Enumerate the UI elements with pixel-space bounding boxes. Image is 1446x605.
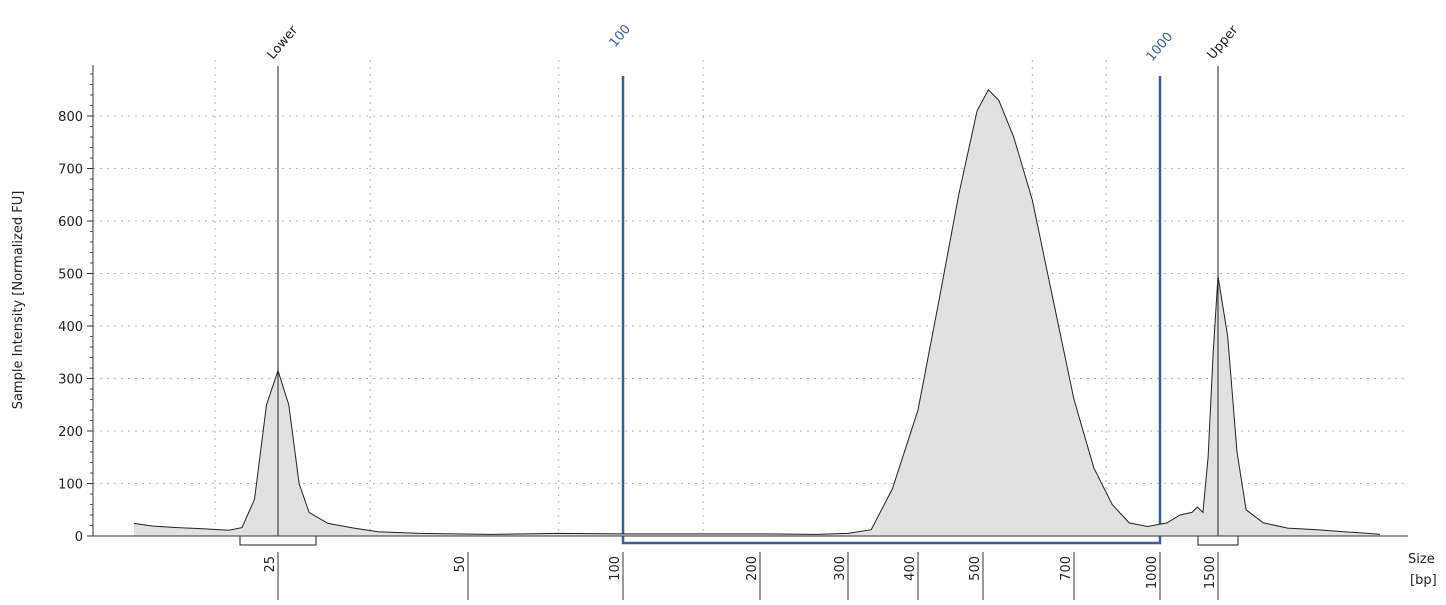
marker-box: [240, 536, 316, 545]
region-end-label: 1000: [1144, 30, 1177, 65]
y-tick-label: 800: [58, 110, 83, 125]
x-axis-unit: [bp]: [1410, 573, 1437, 588]
y-tick-label: 300: [58, 373, 83, 388]
x-tick-label: 700: [1059, 556, 1074, 581]
region-start-label: 100: [607, 22, 634, 51]
x-tick-label: 200: [745, 556, 760, 581]
x-tick-label: 400: [903, 556, 918, 581]
marker-box: [1198, 536, 1238, 545]
x-tick-label: 100: [608, 556, 623, 581]
x-tick-label: 25: [263, 556, 278, 573]
y-tick-label: 200: [58, 425, 83, 440]
y-tick-label: 400: [58, 320, 83, 335]
marker-label: Lower: [265, 23, 302, 63]
trace-line: [134, 90, 1380, 535]
x-tick-label: 1500: [1203, 556, 1218, 589]
trace-area: [134, 90, 1380, 536]
y-tick-label: 700: [58, 163, 83, 178]
trace-fill: [134, 90, 1380, 536]
y-tick-label: 0: [75, 530, 83, 545]
y-tick-label: 600: [58, 215, 83, 230]
x-tick-label: 300: [833, 556, 848, 581]
x-tick-label: 50: [453, 556, 468, 573]
x-tick-label: 1000: [1145, 556, 1160, 589]
y-tick-label: 500: [58, 268, 83, 283]
x-axis-label: Size: [1408, 552, 1435, 567]
x-tick-label: 500: [968, 556, 983, 581]
marker-label: Upper: [1205, 22, 1242, 62]
y-tick-label: 100: [58, 478, 83, 493]
y-axis-label: Sample Intensity [Normalized FU]: [11, 191, 26, 410]
